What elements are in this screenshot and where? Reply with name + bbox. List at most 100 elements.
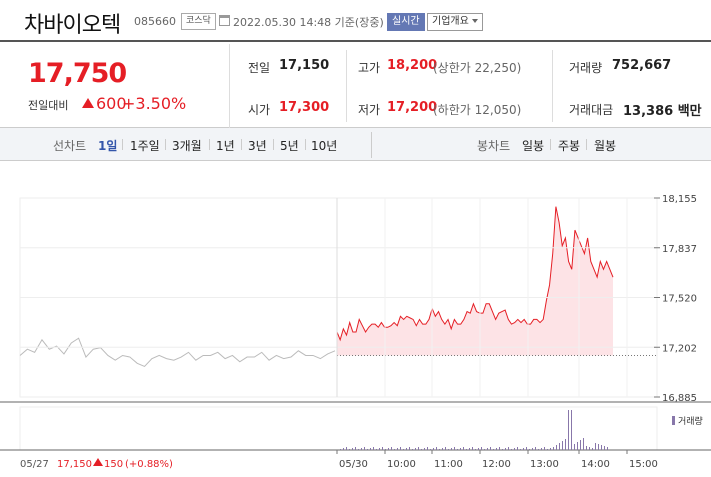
footer-price: 17,150 [57, 459, 92, 470]
x-tick-label: 13:00 [530, 459, 559, 470]
y-tick-label: 16,885 [662, 393, 697, 404]
volume-bar [394, 449, 395, 450]
current-price: 17,750 [28, 58, 127, 89]
tab-separator [165, 139, 166, 150]
volume-bar [427, 447, 428, 450]
price-line [336, 206, 614, 342]
tab-separator [550, 139, 551, 150]
tab-5year[interactable]: 5년 [280, 139, 299, 153]
volume-bar [568, 410, 569, 450]
company-overview-button[interactable]: 기업개요 [427, 13, 483, 31]
volume-bars [340, 410, 608, 450]
tab-10year[interactable]: 10년 [311, 139, 338, 153]
volume-bar [487, 448, 488, 450]
volume-bar [481, 447, 482, 450]
volume-bar [535, 447, 536, 450]
volume-bar [547, 449, 548, 450]
y-tick-label: 17,520 [662, 294, 697, 305]
tab-1week[interactable]: 1주일 [130, 139, 160, 153]
amount-value: 13,386 백만 [623, 104, 702, 119]
volume-bar [604, 446, 605, 450]
change-value: 600 [96, 94, 127, 113]
volume-bar [412, 449, 413, 450]
volume-bar [550, 448, 551, 450]
volume-bar [370, 448, 371, 450]
volume-bar [397, 448, 398, 450]
volume-bar [601, 445, 602, 450]
volume-bar [544, 447, 545, 450]
x-tick-label: 15:00 [629, 459, 658, 470]
volume-bar [493, 449, 494, 450]
volume-bar [517, 447, 518, 450]
up-arrow-icon [93, 458, 103, 466]
stock-code: 085660 [134, 15, 176, 28]
volume-bar [349, 449, 350, 450]
volume-legend-swatch [672, 416, 675, 425]
volume-bar [445, 447, 446, 450]
market-badge: 코스닥 [181, 13, 216, 30]
volume-bar [463, 447, 464, 450]
realtime-button[interactable]: 실시간 [387, 13, 425, 31]
prev-day-line [19, 337, 336, 368]
stock-header: 차바이오텍 085660 코스닥 2022.05.30 14:48 기준(장중)… [0, 0, 711, 42]
high-value: 18,200 [387, 58, 438, 73]
tab-3year[interactable]: 3년 [248, 139, 267, 153]
volume-bar [466, 449, 467, 450]
tab-1year[interactable]: 1년 [216, 139, 235, 153]
low-label: 저가 [358, 103, 381, 117]
volume-bar [382, 447, 383, 450]
volume-bar [355, 447, 356, 450]
company-overview-label: 기업개요 [432, 16, 469, 27]
high-label: 고가 [358, 61, 381, 75]
volume-frame [19, 406, 658, 451]
y-tick-label: 17,202 [662, 343, 697, 354]
price-panel: 17,750 전일대비 600 +3.50% 전일 17,150 시가 17,3… [0, 44, 711, 128]
tab-monthly-candle[interactable]: 월봉 [594, 139, 617, 153]
volume-bar [502, 449, 503, 450]
volume-bar [583, 438, 584, 450]
volume-bar [580, 440, 581, 450]
volume-bar [373, 447, 374, 450]
volume-bar [595, 443, 596, 450]
volume-bar [448, 449, 449, 450]
volume-bar [418, 447, 419, 450]
volume-bar [586, 446, 587, 450]
volume-bar [598, 444, 599, 450]
volume-bar [361, 448, 362, 450]
volume-bar [346, 447, 347, 450]
footer-date: 05/27 [20, 459, 49, 470]
tab-1day[interactable]: 1일 [98, 139, 118, 153]
volume-value: 752,667 [612, 58, 672, 73]
volume-bar [562, 441, 563, 450]
volume-bar [415, 448, 416, 450]
tab-daily-candle[interactable]: 일봉 [522, 139, 545, 153]
tab-weekly-candle[interactable]: 주봉 [558, 139, 581, 153]
volume-bar [454, 447, 455, 450]
chart-tab-bar: 선차트 1일 1주일 3개월 1년 3년 5년 10년 봉차트 일봉 주봉 월봉 [0, 128, 711, 161]
volume-bar [403, 449, 404, 450]
tab-separator [305, 139, 306, 150]
volume-bar [364, 447, 365, 450]
tab-3month[interactable]: 3개월 [172, 139, 202, 153]
volume-bar [529, 449, 530, 450]
tab-separator [273, 139, 274, 150]
open-value: 17,300 [279, 100, 330, 115]
footer-percent: (+0.88%) [125, 459, 173, 470]
low-value: 17,200 [387, 100, 438, 115]
volume-bar [400, 447, 401, 450]
up-arrow-icon [82, 98, 94, 108]
amount-label: 거래대금 [569, 103, 614, 117]
volume-bar [478, 448, 479, 450]
volume-bar [391, 447, 392, 450]
tab-separator [586, 139, 587, 150]
volume-bar [499, 447, 500, 450]
tab-separator [122, 139, 123, 150]
volume-bar [343, 448, 344, 450]
volume-bar [523, 448, 524, 450]
price-chart: 18,155 17,837 17,520 17,202 16,885 05/27 05/3… [0, 194, 711, 470]
volume-bar [496, 448, 497, 450]
volume-bar [406, 448, 407, 450]
x-tick-label: 14:00 [581, 459, 610, 470]
prev-close-label: 전일 [248, 61, 271, 75]
